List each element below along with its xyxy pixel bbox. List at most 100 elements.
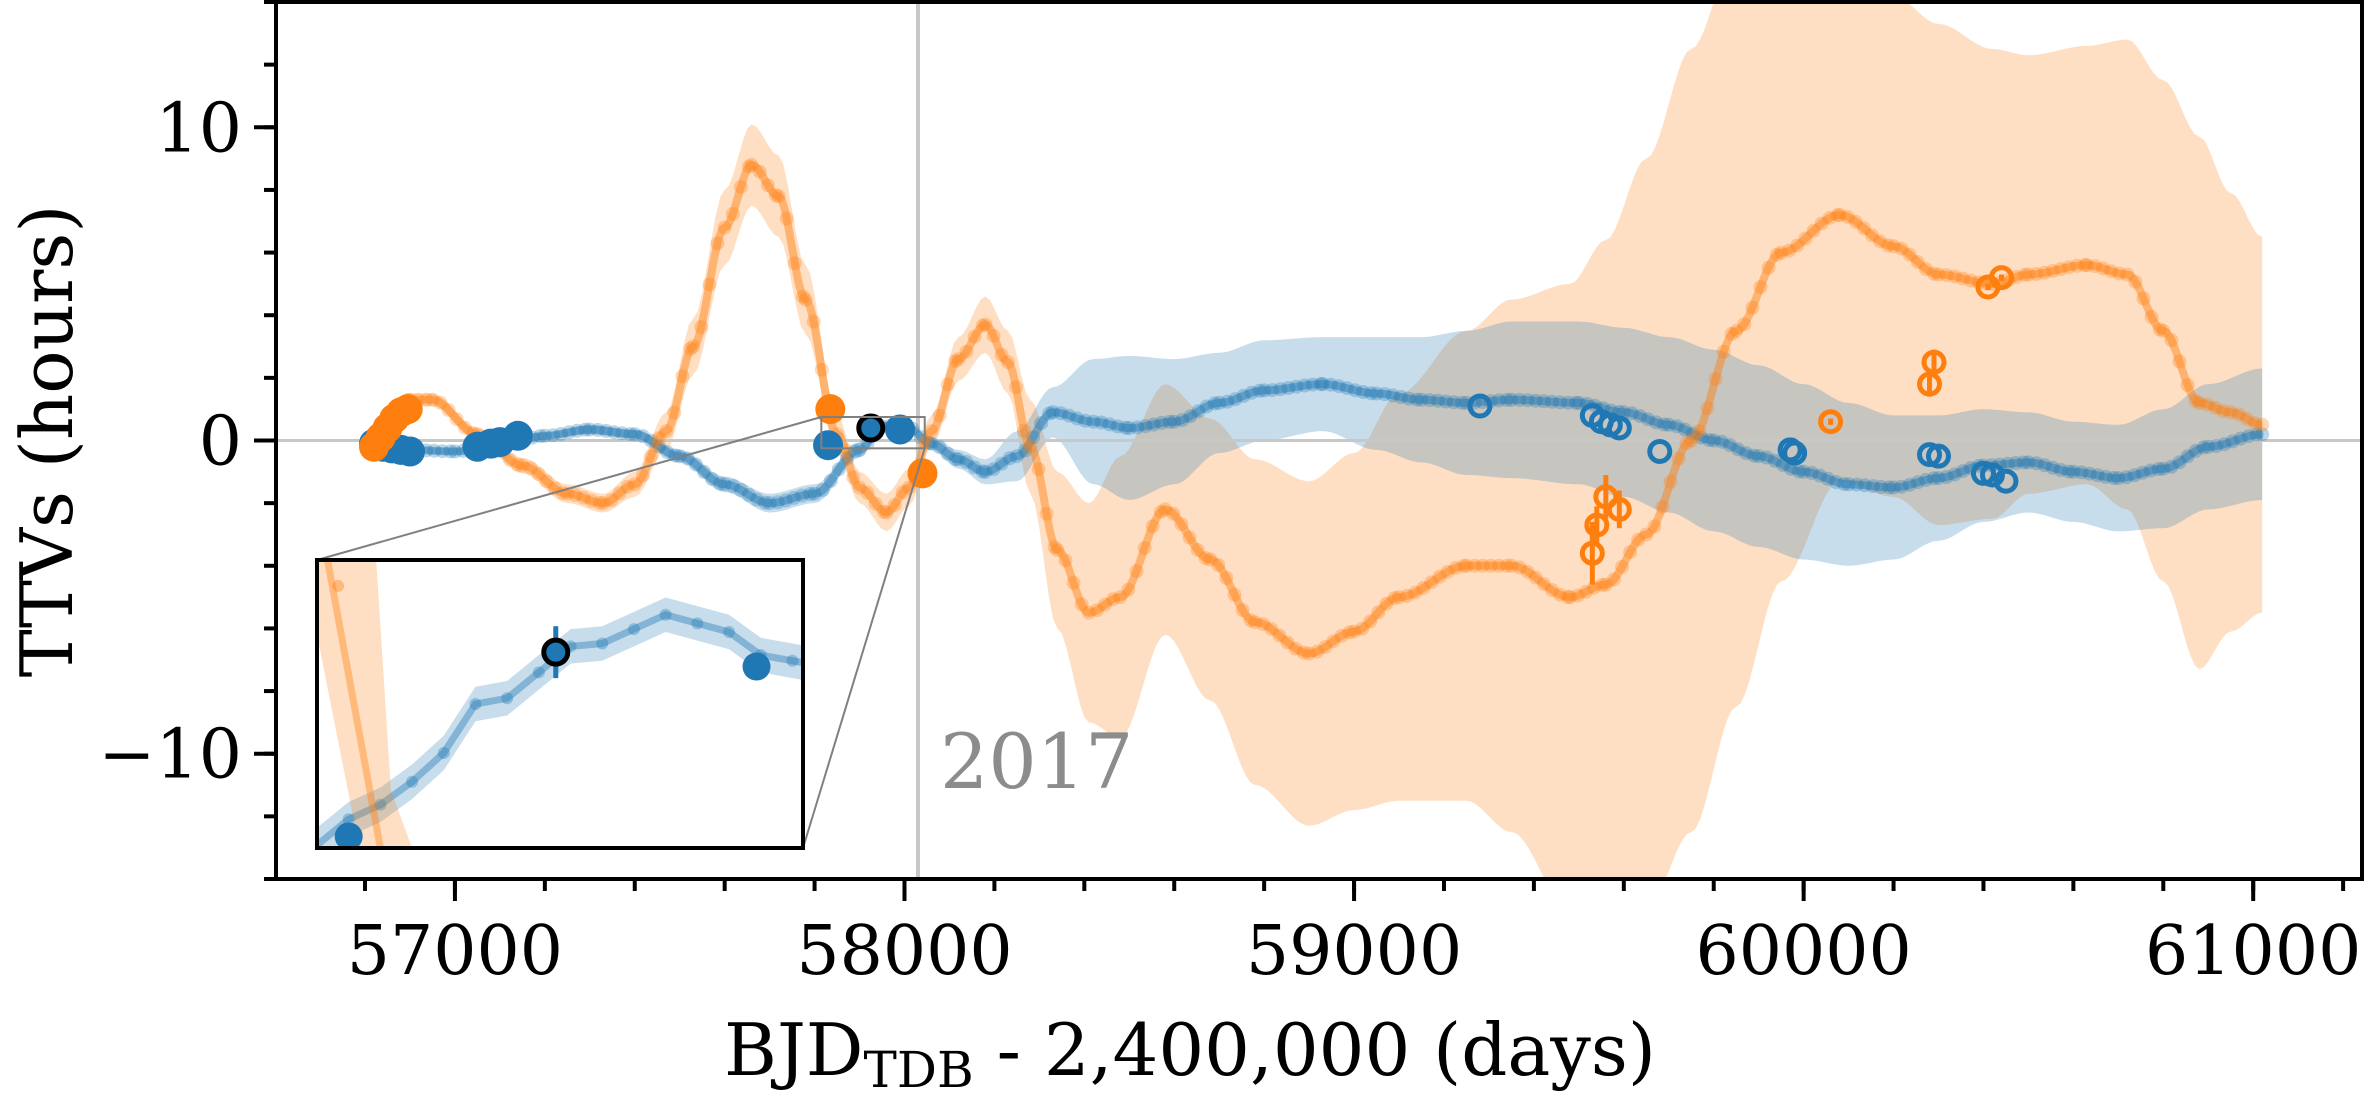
planet-b-model-marker: [2225, 434, 2240, 449]
planet-b-model-marker: [1045, 405, 1060, 420]
planet-c-model-marker: [2053, 262, 2068, 276]
planet-c-model-marker: [1579, 584, 1593, 599]
x-tick-label: 61000: [2145, 912, 2361, 991]
planet-c-model-marker: [1562, 590, 1577, 605]
planet-b-model-marker: [1504, 392, 1519, 407]
planet-c-model-marker: [1520, 564, 1535, 579]
inset-planet-b-marker: [290, 856, 302, 868]
planet-c-model-marker: [652, 431, 666, 446]
planet-c-model-marker: [1918, 262, 1933, 277]
planet-b-model-marker: [1902, 477, 1917, 492]
planet-c-predicted-point: [1818, 409, 1844, 435]
planet-c-model-marker: [1198, 551, 1213, 566]
planet-b-model-line: [374, 380, 2263, 508]
planet-b-model-marker: [1722, 438, 1737, 453]
planet-c-model-marker: [932, 408, 947, 423]
planet-b-model-marker: [1339, 381, 1354, 396]
planet-b-model-marker: [924, 436, 939, 451]
planet-c-model-marker: [1927, 266, 1941, 281]
planet-c-model-marker: [2156, 323, 2171, 338]
planet-b-model-marker: [717, 477, 732, 492]
planet-b-model-marker: [578, 422, 593, 437]
planet-b-model-marker: [2172, 455, 2187, 470]
planet-b-model-marker: [1026, 430, 1041, 445]
planet-b-model-marker: [1837, 477, 1852, 491]
planet-b-model-marker: [1544, 394, 1559, 409]
inset-planet-b-marker: [627, 623, 640, 636]
planet-c-model-marker: [1280, 635, 1295, 650]
planet-c-model-marker: [1737, 317, 1752, 332]
planet-c-model-marker: [1153, 504, 1168, 519]
planet-c-model-marker: [1663, 474, 1678, 489]
x-tick-label: 57000: [347, 912, 563, 991]
planet-b-model-marker: [1751, 449, 1766, 464]
inset-planet-b-marker: [501, 692, 514, 705]
planet-c-model-marker: [1840, 209, 1855, 224]
planet-b-model-marker: [2053, 463, 2068, 477]
planet-b-model-marker: [1641, 412, 1656, 427]
connector-line: [316, 416, 822, 561]
planet-b-model-marker: [1236, 388, 1251, 403]
connector-line: [802, 448, 926, 849]
planet-b-model-marker: [545, 428, 560, 443]
x-tick-label: 58000: [796, 912, 1012, 991]
planet-b-model-marker: [635, 429, 650, 444]
planet-c-model-marker: [502, 452, 517, 467]
planet-c-model-marker: [994, 348, 1009, 362]
planet-b-model-marker: [2201, 439, 2216, 454]
planet-b-model-marker: [660, 445, 675, 459]
planet-c-model-marker: [2188, 393, 2203, 408]
planet-b-model-marker: [1410, 392, 1424, 407]
planet-b-model-marker: [1438, 394, 1453, 409]
planet-b-model-marker: [1094, 415, 1109, 430]
planet-c-model-marker: [806, 314, 821, 329]
planet-b-model-marker: [1649, 415, 1664, 430]
planet-c-model-marker: [1931, 267, 1946, 282]
planet-c-model-marker: [1296, 645, 1311, 660]
planet-c-model-marker: [1326, 634, 1341, 649]
planet-c-model-line: [371, 160, 2263, 658]
planet-c-model-marker: [725, 207, 740, 221]
planet-c-model-marker: [2216, 404, 2231, 419]
planet-b-model-marker: [1313, 377, 1328, 392]
planet-c-model-marker: [2037, 265, 2052, 280]
inset-content: [290, 560, 803, 868]
planet-c-model-marker: [2061, 260, 2076, 275]
planet-c-observed-point: [815, 394, 846, 425]
planet-b-model-marker: [1138, 419, 1153, 434]
planet-c-model-marker: [1671, 451, 1686, 466]
planet-c-model-marker: [568, 488, 583, 502]
planet-b-model-marker: [554, 427, 568, 441]
planet-b-model-marker: [2164, 459, 2179, 474]
planet-c-model-marker: [1512, 560, 1527, 575]
planet-b-model-marker: [607, 425, 622, 440]
planet-c-model-marker: [1499, 558, 1514, 573]
planet-b-model-marker: [733, 482, 748, 497]
planet-c-model-marker: [2136, 291, 2151, 306]
planet-b-model-marker: [1571, 395, 1586, 410]
planet-b-model-marker: [1257, 383, 1272, 398]
planet-b-model-marker: [1228, 392, 1243, 407]
planet-c-model-marker: [1310, 644, 1325, 659]
planet-b-model-marker: [2233, 431, 2248, 446]
x-tick-label: 60000: [1695, 912, 1911, 991]
planet-b-model-marker: [1491, 393, 1506, 408]
planet-b-model-marker: [2098, 469, 2113, 484]
planet-b-model-marker: [1199, 399, 1214, 414]
annotation-2017: 2017: [940, 717, 1133, 806]
planet-c-model-marker: [2096, 261, 2110, 276]
planet-c-model-marker: [1227, 587, 1242, 602]
planet-c-model-marker: [1355, 621, 1370, 636]
planet-c-model-marker: [1822, 210, 1837, 225]
planet-b-model-marker: [2045, 460, 2060, 475]
planet-c-model-marker: [1467, 558, 1482, 573]
planet-c-model-marker: [1174, 517, 1189, 532]
planet-c-model-marker: [1598, 577, 1613, 592]
planet-b-predicted-point: [1782, 440, 1808, 466]
planet-b-predicted-point: [1926, 443, 1952, 469]
planet-b-observed-point: [813, 430, 844, 461]
planet-c-model-marker: [2192, 395, 2207, 410]
y-axis-ticks: 10 0 −10: [98, 0, 276, 881]
planet-c-model-marker: [1814, 216, 1829, 231]
planet-b-model-marker: [1918, 472, 1933, 487]
